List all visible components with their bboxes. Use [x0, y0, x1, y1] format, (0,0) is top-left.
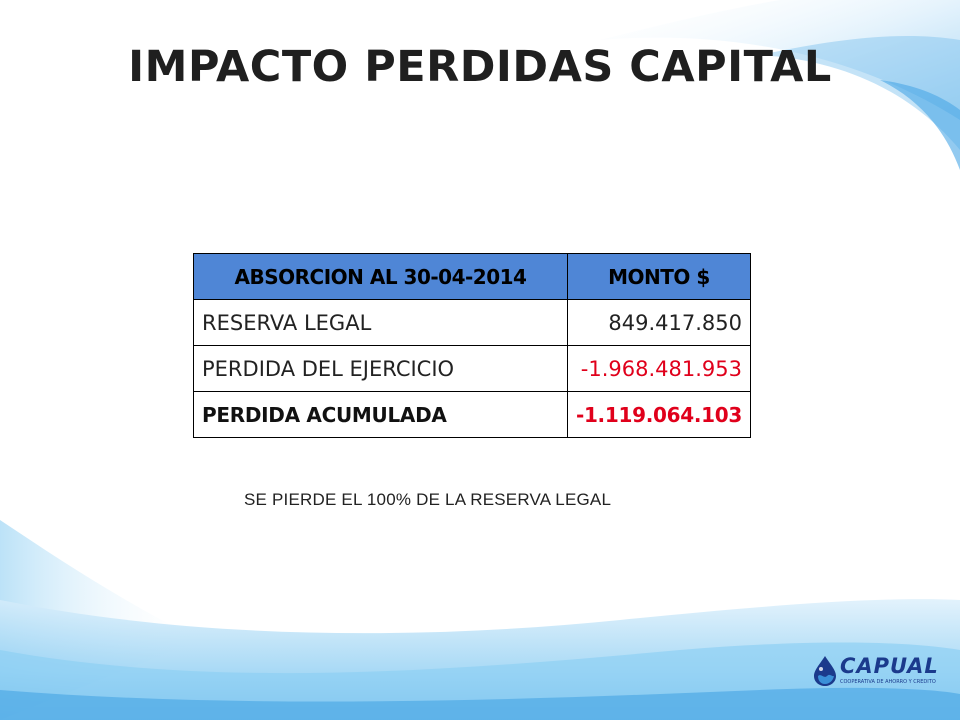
row-amount-reserva-legal: 849.417.850	[566, 299, 752, 346]
row-label-reserva-legal: RESERVA LEGAL	[193, 299, 568, 346]
capual-drop-icon	[814, 656, 836, 686]
row-label-perdida-ejercicio: PERDIDA DEL EJERCICIO	[193, 345, 568, 392]
table-row: PERDIDA DEL EJERCICIO -1.968.481.953	[193, 345, 752, 392]
page-title: IMPACTO PERDIDAS CAPITAL	[128, 42, 832, 92]
note-text: SE PIERDE EL 100% DE LA RESERVA LEGAL	[244, 490, 612, 509]
logo-subtitle: COOPERATIVA DE AHORRO Y CREDITO	[840, 679, 936, 685]
table-row-total: PERDIDA ACUMULADA -1.119.064.103	[193, 391, 752, 438]
table-header-row: ABSORCION AL 30-04-2014 MONTO $	[193, 253, 752, 300]
row-amount-perdida-ejercicio: -1.968.481.953	[566, 345, 752, 392]
capual-logo: CAPUAL COOPERATIVA DE AHORRO Y CREDITO	[810, 654, 940, 690]
row-label-perdida-acumulada: PERDIDA ACUMULADA	[193, 391, 568, 438]
column-header-monto: MONTO $	[566, 253, 752, 300]
row-amount-perdida-acumulada: -1.119.064.103	[566, 391, 752, 438]
table-row: RESERVA LEGAL 849.417.850	[193, 299, 752, 346]
absorption-table: ABSORCION AL 30-04-2014 MONTO $ RESERVA …	[193, 253, 752, 438]
column-header-absorcion: ABSORCION AL 30-04-2014	[193, 253, 568, 300]
logo-name: CAPUAL	[840, 654, 939, 678]
